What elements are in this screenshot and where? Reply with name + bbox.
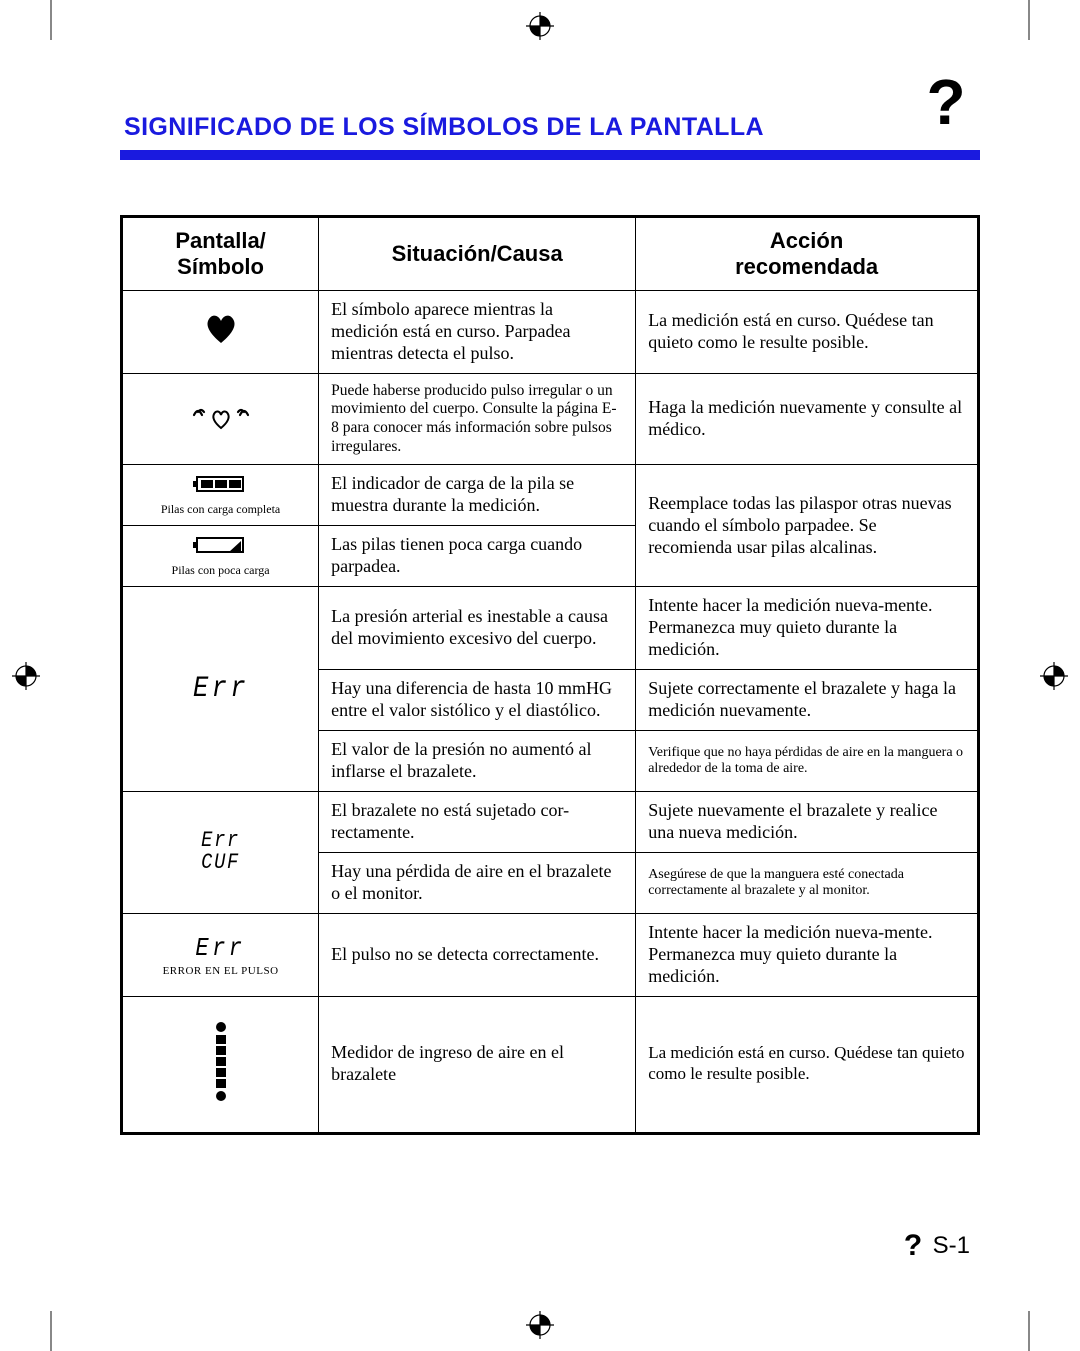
errcuf-symbol-cell: Err CUF: [122, 791, 319, 913]
crop-mark: [1028, 1311, 1030, 1351]
err3-action: Verifique que no haya pérdidas de aire e…: [636, 731, 979, 792]
page-header: SIGNIFICADO DE LOS SÍMBOLOS DE LA PANTAL…: [120, 80, 980, 150]
crop-mark: [1028, 0, 1030, 40]
row-battery-full: Pilas con carga completa El indicador de…: [122, 465, 979, 526]
airmeter-action: La medición está en curso. Quédese tan q…: [636, 996, 979, 1133]
errcuf-l2: CUF: [148, 852, 293, 874]
col3-l1: Acción: [770, 228, 843, 253]
crop-mark: [50, 1311, 52, 1351]
errcuf1-action: Sujete nuevamente el brazalete y realice…: [636, 791, 979, 852]
battery-full-icon: [191, 473, 251, 495]
err2-action: Sujete correctamente el brazalete y haga…: [636, 670, 979, 731]
question-mark-icon: ?: [918, 74, 980, 136]
header-underline: [120, 150, 980, 160]
row-airmeter: Medidor de ingreso de aire en el brazale…: [122, 996, 979, 1133]
header-symbol: Pantalla/ Símbolo: [122, 217, 319, 291]
battery-full-cell: Pilas con carga completa: [122, 465, 319, 526]
symbols-table: Pantalla/ Símbolo Situación/Causa Acción…: [120, 215, 980, 1135]
table-header-row: Pantalla/ Símbolo Situación/Causa Acción…: [122, 217, 979, 291]
err-symbol: Err: [192, 672, 248, 706]
registration-mark-icon: [1040, 662, 1068, 690]
heart-action: La medición está en curso. Quédese tan q…: [636, 291, 979, 374]
errpulse-symbol: Err: [196, 933, 246, 963]
heart-icon: [203, 313, 239, 345]
row-errcuf-1: Err CUF El brazalete no está sujetado co…: [122, 791, 979, 852]
errcuf1-situation: El brazalete no está sujetado cor-rectam…: [319, 791, 636, 852]
err-symbol-cell: Err: [122, 587, 319, 792]
page-footer: ? S-1: [903, 1231, 970, 1261]
battery-full-caption: Pilas con carga completa: [135, 502, 306, 517]
header-situation: Situación/Causa: [319, 217, 636, 291]
battery-full-situation: El indicador de carga de la pila se mues…: [319, 465, 636, 526]
crop-mark: [50, 0, 52, 40]
airmeter-situation: Medidor de ingreso de aire en el brazale…: [319, 996, 636, 1133]
registration-mark-icon: [526, 1311, 554, 1339]
header-action: Acción recomendada: [636, 217, 979, 291]
heart-icon-cell: [122, 291, 319, 374]
col3-l2: recomendada: [735, 254, 878, 279]
errpulse-situation: El pulso no se detecta correctamente.: [319, 913, 636, 996]
page-content: SIGNIFICADO DE LOS SÍMBOLOS DE LA PANTAL…: [120, 80, 980, 1271]
heart-situation: El símbolo aparece mientras la medición …: [319, 291, 636, 374]
err1-situation: La presión arterial es inestable a causa…: [319, 587, 636, 670]
page-number: S-1: [933, 1232, 970, 1260]
err1-action: Intente hacer la medición nueva-mente. P…: [636, 587, 979, 670]
page-title: SIGNIFICADO DE LOS SÍMBOLOS DE LA PANTAL…: [120, 113, 764, 150]
row-heart: El símbolo aparece mientras la medición …: [122, 291, 979, 374]
irregular-situation: Puede haberse producido pulso irregular …: [319, 373, 636, 464]
errcuf-l1: Err: [148, 830, 293, 852]
battery-low-cell: Pilas con poca carga: [122, 526, 319, 587]
registration-mark-icon: [526, 12, 554, 40]
col1-l1: Pantalla/: [175, 228, 265, 253]
svg-text:?: ?: [903, 1231, 921, 1261]
row-err-1: Err La presión arterial es inestable a c…: [122, 587, 979, 670]
err2-situation: Hay una diferencia de hasta 10 mmHG entr…: [319, 670, 636, 731]
svg-text:?: ?: [926, 74, 965, 136]
registration-mark-icon: [12, 662, 40, 690]
col1-l2: Símbolo: [177, 254, 264, 279]
irregular-action: Haga la medición nuevamente y consulte a…: [636, 373, 979, 464]
irregular-icon-cell: [122, 373, 319, 464]
battery-low-situation: Las pilas tienen poca carga cuando parpa…: [319, 526, 636, 587]
errpulse-action: Intente hacer la medición nueva-mente. P…: [636, 913, 979, 996]
row-irregular: Puede haberse producido pulso irregular …: [122, 373, 979, 464]
battery-action: Reemplace todas las pilaspor otras nueva…: [636, 465, 979, 587]
errcuf2-action: Asegúrese de que la manguera esté conect…: [636, 852, 979, 913]
err3-situation: El valor de la presión no aumentó al inf…: [319, 731, 636, 792]
air-meter-icon: [212, 1021, 230, 1103]
row-errpulse: Err ERROR EN EL PULSO El pulso no se det…: [122, 913, 979, 996]
battery-low-icon: [191, 534, 251, 556]
errpulse-caption: ERROR EN EL PULSO: [135, 965, 306, 977]
airmeter-icon-cell: [122, 996, 319, 1133]
irregular-heartbeat-icon: [186, 400, 256, 434]
errpulse-symbol-cell: Err ERROR EN EL PULSO: [122, 913, 319, 996]
errcuf2-situation: Hay una pérdida de aire en el brazalete …: [319, 852, 636, 913]
question-mark-icon: ?: [903, 1231, 925, 1261]
battery-low-caption: Pilas con poca carga: [135, 563, 306, 578]
